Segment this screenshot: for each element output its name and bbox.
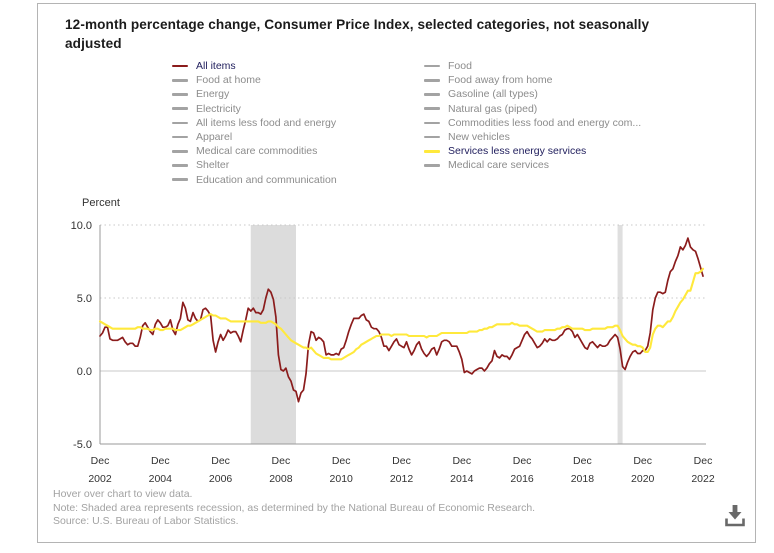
legend-label: Medical care commodities	[196, 145, 318, 158]
legend-label: Apparel	[196, 131, 233, 144]
legend-item-shelter[interactable]: Shelter	[172, 158, 337, 172]
legend-item-electricity[interactable]: Electricity	[172, 102, 337, 116]
download-icon	[725, 504, 745, 526]
x-tick-year: 2004	[149, 473, 173, 485]
x-tick-year: 2020	[631, 473, 655, 485]
x-tick-year: 2022	[691, 473, 715, 485]
legend-swatch	[424, 64, 440, 68]
legend-label: Food away from home	[448, 74, 553, 87]
x-tick-year: 2002	[88, 473, 112, 485]
legend-item-natural-gas[interactable]: Natural gas (piped)	[424, 102, 641, 116]
legend-swatch	[172, 121, 188, 125]
legend-label: All items	[196, 60, 236, 73]
legend-label: Education and communication	[196, 173, 337, 186]
x-tick-month: Dec	[633, 455, 652, 467]
legend-label: Shelter	[196, 159, 230, 172]
legend-item-food-at-home[interactable]: Food at home	[172, 73, 337, 87]
legend-item-all-items-less-food-energy[interactable]: All items less food and energy	[172, 116, 337, 130]
legend-swatch	[172, 178, 188, 181]
legend-item-services-less-energy-services[interactable]: Services less energy services	[424, 144, 641, 158]
recession-band	[617, 225, 623, 444]
hover-hint: Hover over chart to view data.	[53, 488, 193, 500]
x-tick-month: Dec	[513, 455, 532, 467]
y-tick-label: 5.0	[77, 293, 92, 305]
legend-label: New vehicles	[448, 131, 510, 144]
y-tick-label: 0.0	[77, 366, 92, 378]
download-button[interactable]	[717, 499, 753, 535]
legend-column-right: Food Food away from home Gasoline (all t…	[424, 59, 641, 173]
legend-swatch	[424, 107, 440, 110]
source-note: Source: U.S. Bureau of Labor Statistics.	[53, 515, 239, 528]
legend-label: Food at home	[196, 74, 261, 87]
legend-item-education-communication[interactable]: Education and communication	[172, 173, 337, 187]
legend-swatch	[172, 64, 188, 68]
legend-swatch	[424, 164, 440, 167]
x-tick-year: 2010	[330, 473, 354, 485]
legend-label: Gasoline (all types)	[448, 88, 538, 101]
x-tick-month: Dec	[91, 455, 110, 467]
legend-item-food[interactable]: Food	[424, 59, 641, 73]
legend-swatch	[172, 93, 188, 96]
legend-swatch	[424, 135, 440, 139]
recession-note: Note: Shaded area represents recession, …	[53, 501, 536, 514]
y-tick-label: 10.0	[71, 220, 92, 232]
legend-label: Food	[448, 60, 472, 73]
legend-item-apparel[interactable]: Apparel	[172, 130, 337, 144]
legend-item-medical-care-commodities[interactable]: Medical care commodities	[172, 144, 337, 158]
legend-label: Medical care services	[448, 159, 549, 172]
legend-swatch	[424, 78, 440, 82]
x-tick-year: 2006	[209, 473, 233, 485]
x-tick-month: Dec	[573, 455, 592, 467]
legend-label: All items less food and energy	[196, 116, 337, 129]
x-tick-year: 2008	[269, 473, 293, 485]
legend-label: Natural gas (piped)	[448, 102, 538, 115]
x-tick-year: 2012	[390, 473, 414, 485]
y-tick-label: -5.0	[73, 439, 92, 451]
chart-plot-area[interactable]	[100, 225, 706, 444]
chart-title: 12-month percentage change, Consumer Pri…	[65, 17, 650, 51]
recession-band	[250, 225, 296, 444]
chart-footnotes: Hover over chart to view data. Note: Sha…	[53, 488, 535, 529]
legend-label: Energy	[196, 88, 230, 101]
legend-swatch	[172, 78, 188, 82]
services-less-energy-services-line	[98, 267, 705, 361]
legend-column-left: All items Food at home Energy Electricit…	[172, 59, 337, 187]
legend-label: Commodities less food and energy com...	[448, 116, 642, 129]
x-tick-month: Dec	[151, 455, 170, 467]
legend-swatch	[172, 164, 188, 167]
legend-item-food-away-from-home[interactable]: Food away from home	[424, 73, 641, 87]
legend-swatch	[172, 107, 188, 110]
legend-label: Electricity	[196, 102, 241, 115]
legend-item-new-vehicles[interactable]: New vehicles	[424, 130, 641, 144]
legend-swatch	[424, 93, 440, 96]
y-axis-title: Percent	[82, 197, 120, 209]
legend-swatch	[424, 149, 440, 153]
legend-label: Services less energy services	[448, 145, 587, 158]
x-tick-month: Dec	[211, 455, 230, 467]
x-tick-month: Dec	[332, 455, 351, 467]
x-tick-year: 2014	[450, 473, 474, 485]
legend-item-medical-care-services[interactable]: Medical care services	[424, 158, 641, 172]
legend-swatch	[172, 149, 188, 153]
chart-frame	[37, 3, 756, 543]
x-tick-month: Dec	[452, 455, 471, 467]
legend-item-energy[interactable]: Energy	[172, 87, 337, 101]
legend-item-commodities-less-food-energy[interactable]: Commodities less food and energy com...	[424, 116, 641, 130]
legend-item-all-items[interactable]: All items	[172, 59, 337, 73]
legend-swatch	[172, 135, 188, 139]
legend-swatch	[424, 121, 440, 125]
x-tick-month: Dec	[272, 455, 291, 467]
x-tick-year: 2016	[510, 473, 534, 485]
x-tick-month: Dec	[694, 455, 713, 467]
x-tick-year: 2018	[571, 473, 595, 485]
legend-item-gasoline[interactable]: Gasoline (all types)	[424, 87, 641, 101]
x-tick-month: Dec	[392, 455, 411, 467]
